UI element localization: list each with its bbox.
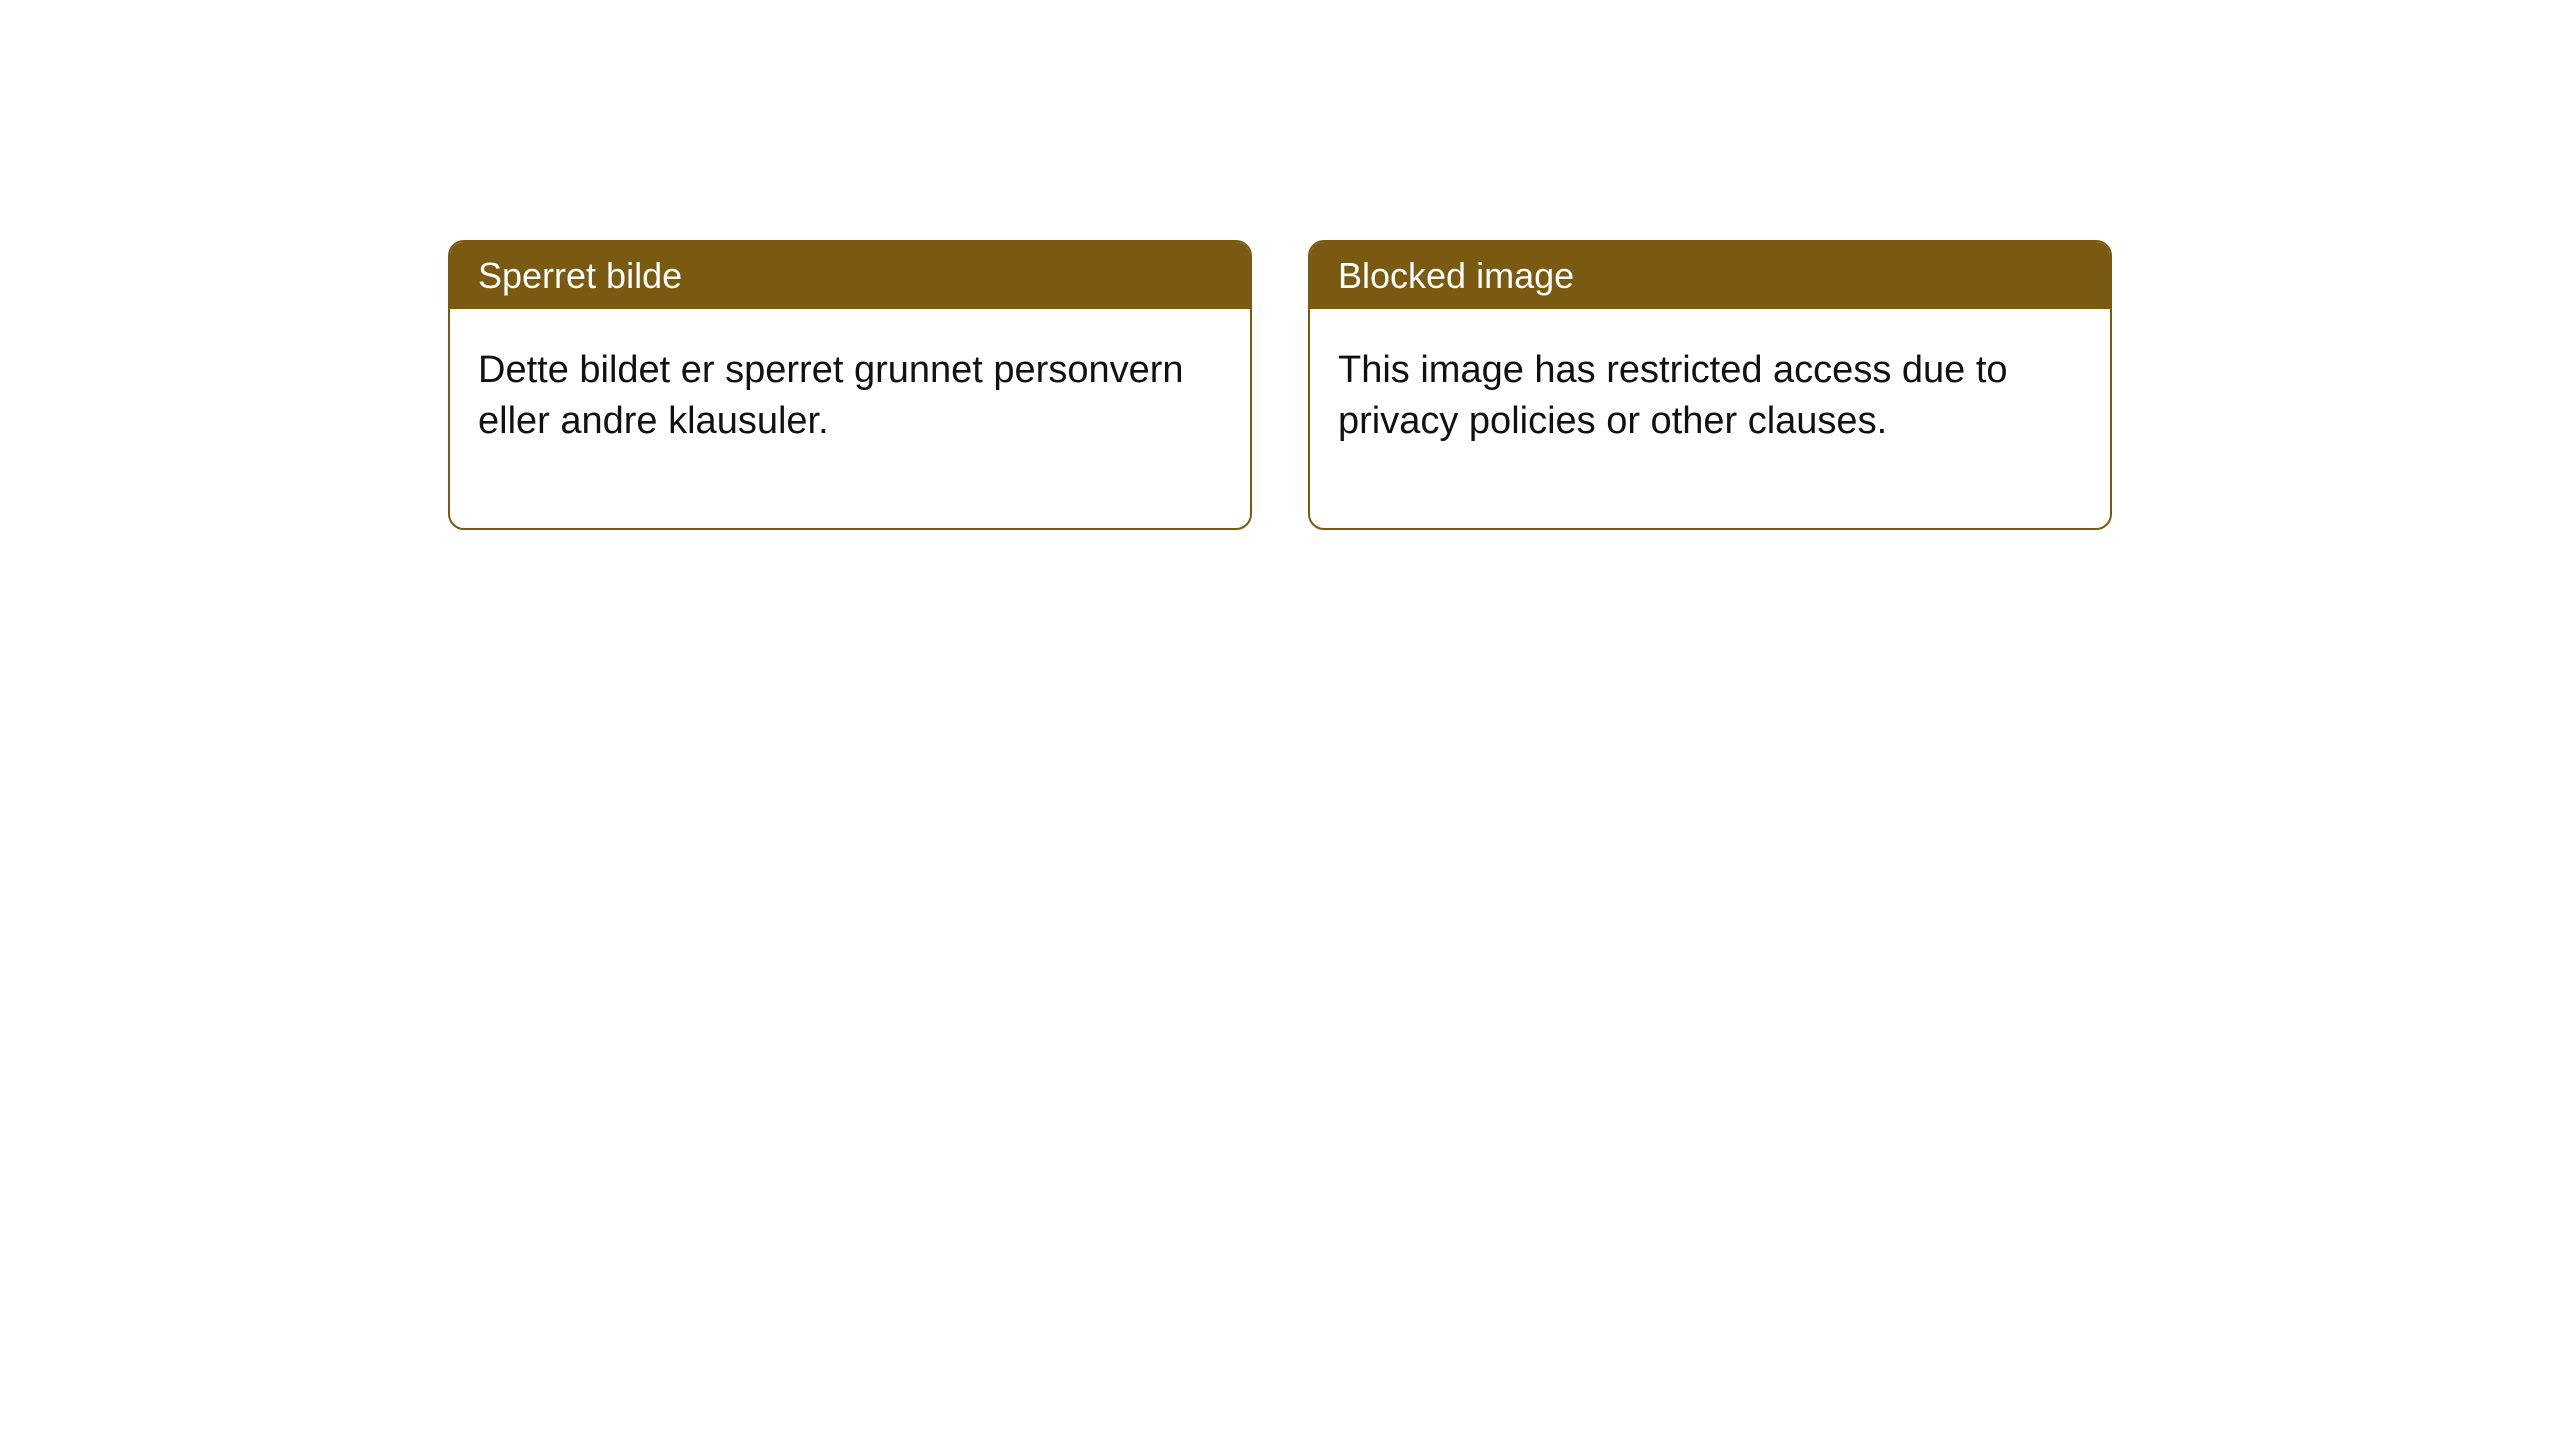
- notice-title-en: Blocked image: [1310, 242, 2110, 309]
- notice-body-no: Dette bildet er sperret grunnet personve…: [450, 309, 1250, 528]
- notice-title-no: Sperret bilde: [450, 242, 1250, 309]
- notice-box-en: Blocked image This image has restricted …: [1308, 240, 2112, 530]
- notice-container: Sperret bilde Dette bildet er sperret gr…: [0, 0, 2560, 530]
- notice-body-en: This image has restricted access due to …: [1310, 309, 2110, 528]
- notice-box-no: Sperret bilde Dette bildet er sperret gr…: [448, 240, 1252, 530]
